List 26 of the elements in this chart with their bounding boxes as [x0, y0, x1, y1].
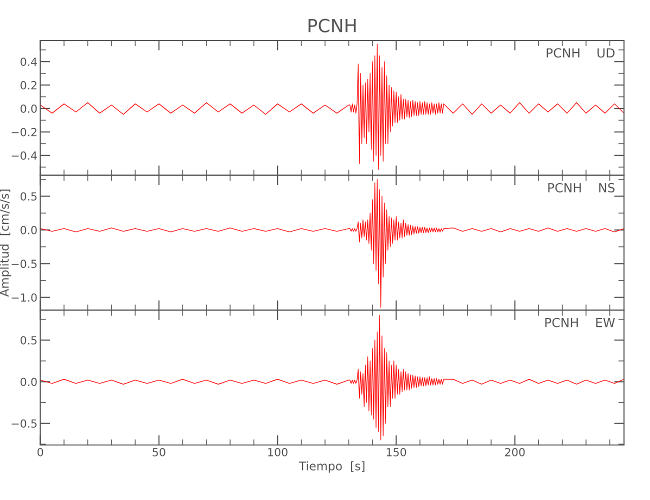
y-tick-label: 0.5 — [20, 192, 37, 201]
y-tick-label: 0.2 — [20, 81, 36, 90]
x-tick-label: 0 — [38, 448, 44, 456]
y-tick-label: −0.5 — [12, 260, 37, 268]
line-series — [40, 179, 624, 308]
y-tick-label: 0.0 — [20, 104, 37, 113]
chart-title: PCNH — [308, 18, 356, 32]
y-tick-label: 0.4 — [20, 58, 37, 66]
y-tick-label: −0.5 — [12, 419, 37, 428]
y-tick-label: −0.4 — [12, 151, 37, 160]
y-tick-label: −0.2 — [12, 128, 36, 136]
y-axis-title: Amplitud [cm/s/s] — [0, 190, 12, 297]
line-series — [40, 314, 624, 440]
y-tick-label: 0.5 — [20, 336, 37, 345]
x-tick-label: 50 — [152, 448, 166, 456]
x-tick-label: 150 — [386, 448, 406, 456]
line-series — [40, 44, 624, 170]
y-tick-label: 0.0 — [20, 378, 37, 386]
annotation: PCNH EW — [545, 318, 615, 328]
annotation: PCNH NS — [548, 182, 615, 192]
x-tick-label: 100 — [268, 448, 288, 456]
y-tick-label: −1.0 — [12, 293, 37, 302]
x-axis-title: Tiempo [s] — [298, 461, 364, 473]
annotation: PCNH UD — [546, 48, 615, 58]
x-tick-label: 200 — [505, 448, 525, 456]
y-tick-label: 0.0 — [20, 226, 37, 234]
